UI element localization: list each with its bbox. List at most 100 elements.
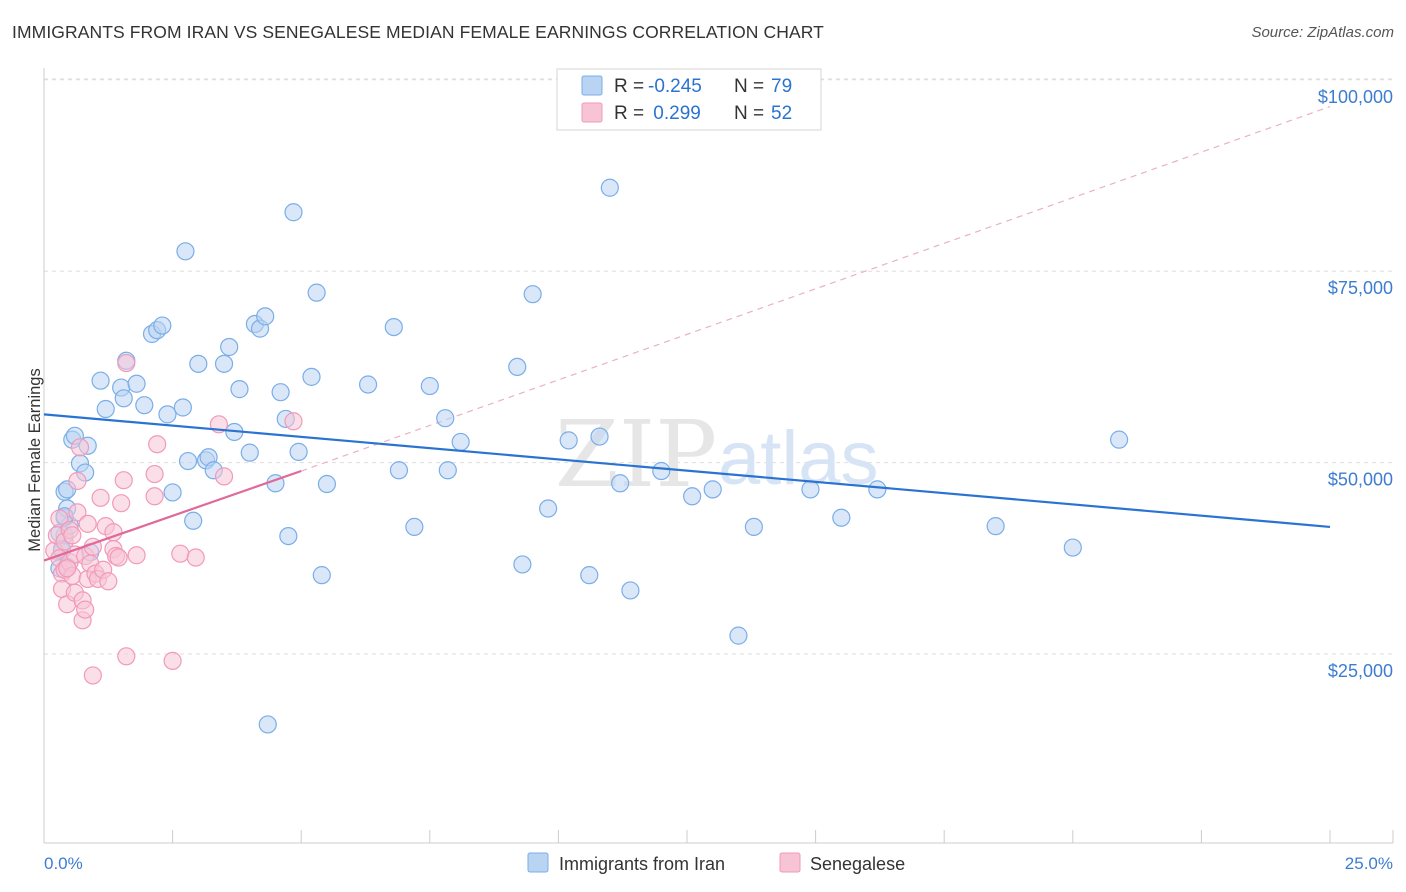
bottom-legend-swatch-iran	[527, 852, 549, 873]
data-point	[214, 467, 234, 486]
trend-line-iran	[43, 413, 1331, 529]
data-point	[600, 178, 619, 197]
data-point	[539, 499, 558, 518]
bottom-legend: Immigrants from Iran Senegalese	[527, 852, 905, 874]
data-point	[652, 461, 671, 481]
data-point	[127, 546, 146, 565]
data-point	[580, 566, 599, 585]
y-tick-label: $25,000	[1328, 661, 1393, 681]
x-tick-label-max: 25.0%	[1345, 854, 1393, 873]
legend-box: R = -0.245 N = 79 R = 0.299 N = 52	[556, 68, 822, 131]
legend-r-label-iran: R =	[614, 76, 644, 97]
senegalese-trend-extension	[300, 106, 1331, 472]
data-point	[58, 559, 77, 578]
data-point	[256, 307, 275, 326]
y-tick-label: $50,000	[1328, 470, 1393, 490]
legend-swatch-iran	[581, 75, 603, 96]
data-point	[986, 517, 1005, 536]
bottom-legend-label-senegalese: Senegalese	[810, 854, 905, 874]
trend-line-senegalese	[43, 469, 302, 562]
data-point	[50, 509, 69, 528]
watermark-atlas: atlas	[718, 416, 879, 501]
data-point	[683, 487, 702, 506]
legend-r-label-senegalese: R =	[614, 103, 644, 124]
data-point	[158, 405, 177, 424]
data-point	[145, 464, 164, 484]
data-point	[127, 374, 146, 393]
data-point	[163, 483, 182, 502]
legend-n-value-senegalese: 52	[771, 103, 792, 124]
data-point	[68, 503, 87, 522]
data-point	[186, 548, 205, 567]
data-point	[611, 474, 630, 493]
data-point	[117, 353, 136, 373]
data-point	[744, 517, 763, 537]
data-point	[145, 487, 164, 506]
data-point	[173, 398, 192, 417]
data-point	[513, 555, 532, 574]
data-point	[176, 242, 195, 261]
trend-lines	[43, 413, 1331, 562]
data-point	[420, 376, 439, 396]
data-point	[112, 494, 131, 513]
data-point	[68, 471, 87, 491]
data-point	[99, 572, 118, 591]
data-point	[189, 354, 208, 373]
data-point	[289, 442, 308, 461]
axes	[43, 68, 1394, 844]
data-point	[801, 480, 820, 499]
data-point	[523, 285, 542, 304]
data-point	[271, 383, 290, 402]
gridlines	[44, 78, 1393, 655]
legend-n-label-iran: N =	[734, 76, 764, 97]
data-point	[284, 203, 303, 222]
data-point	[78, 514, 97, 533]
data-point	[178, 451, 198, 471]
data-point	[109, 548, 128, 567]
data-point	[91, 488, 110, 507]
data-point	[70, 438, 90, 457]
data-point	[171, 544, 190, 563]
bottom-legend-swatch-senegalese	[779, 852, 801, 873]
legend-r-value-iran: -0.245	[648, 76, 702, 97]
data-point	[436, 409, 455, 428]
y-axis-label: Median Female Earnings	[26, 368, 44, 551]
data-point	[184, 511, 203, 530]
data-point	[451, 432, 470, 452]
bottom-legend-label-iran: Immigrants from Iran	[559, 854, 725, 874]
data-point	[868, 480, 887, 499]
data-point	[63, 526, 82, 545]
chart-title: IMMIGRANTS FROM IRAN VS SENEGALESE MEDIA…	[12, 22, 824, 42]
legend-n-label-senegalese: N =	[734, 103, 764, 124]
data-point	[559, 431, 578, 450]
data-point	[76, 600, 95, 619]
data-point	[83, 666, 102, 685]
legend-swatch-senegalese	[581, 102, 603, 123]
x-tick-label-min: 0.0%	[44, 854, 83, 873]
data-point	[312, 566, 331, 585]
data-point	[307, 283, 326, 302]
data-point	[163, 651, 182, 670]
data-point	[508, 357, 527, 376]
data-point	[590, 427, 609, 446]
data-point	[114, 471, 133, 490]
senegalese-points	[45, 353, 303, 685]
data-point	[384, 317, 403, 337]
data-point	[621, 581, 640, 600]
data-point	[832, 508, 851, 527]
data-point	[703, 480, 722, 499]
data-point	[114, 389, 133, 408]
data-point	[279, 526, 298, 546]
zipatlas-watermark: ZIP atlas	[555, 401, 879, 508]
data-point	[284, 412, 303, 431]
trend-line-senegalese-dashed	[300, 106, 1331, 472]
source-credit: Source: ZipAtlas.com	[1251, 24, 1394, 41]
data-point	[135, 396, 154, 415]
legend-n-value-iran: 79	[771, 76, 792, 97]
y-tick-label: $100,000	[1318, 87, 1393, 107]
data-point	[729, 626, 748, 645]
y-tick-labels: $25,000 $50,000 $75,000 $100,000	[1318, 87, 1393, 681]
data-point	[214, 354, 234, 373]
data-point	[258, 715, 277, 734]
